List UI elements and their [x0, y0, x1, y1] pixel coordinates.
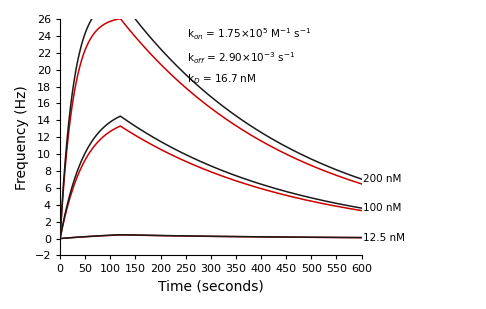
Text: k$_{on}$ = 1.75×10$^{5}$ M$^{-1}$ s$^{-1}$
k$_{off}$ = 2.90×10$^{-3}$ s$^{-1}$
k: k$_{on}$ = 1.75×10$^{5}$ M$^{-1}$ s$^{-1…	[187, 26, 311, 86]
Y-axis label: Frequency (Hz): Frequency (Hz)	[15, 85, 29, 190]
Text: 200 nM: 200 nM	[363, 174, 401, 184]
X-axis label: Time (seconds): Time (seconds)	[158, 280, 264, 294]
Text: 12.5 nM: 12.5 nM	[363, 233, 405, 243]
Text: 100 nM: 100 nM	[363, 203, 401, 213]
